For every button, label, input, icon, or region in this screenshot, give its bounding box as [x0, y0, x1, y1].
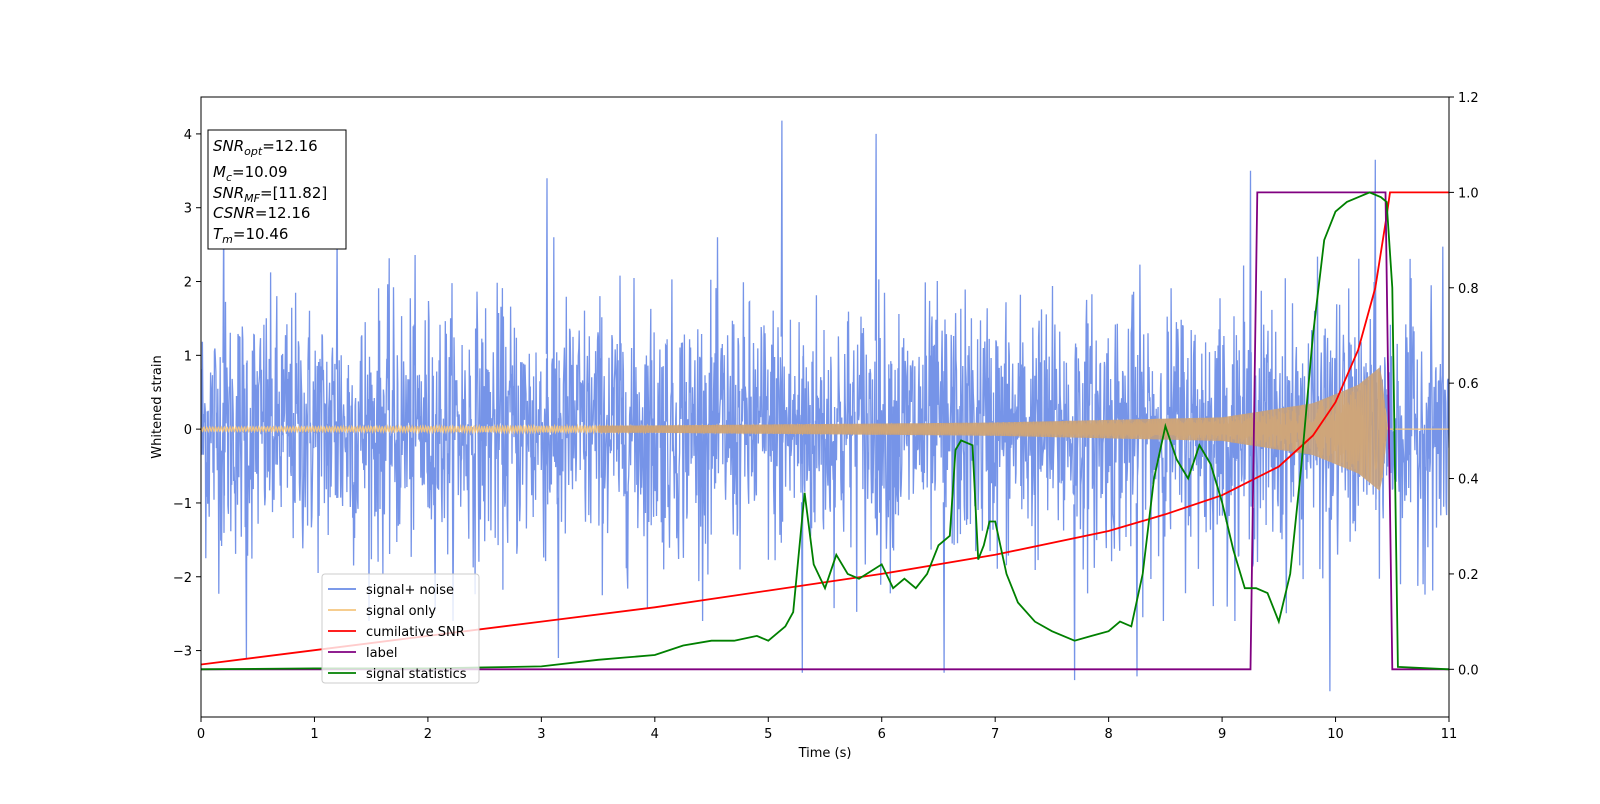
legend-label: label: [366, 646, 397, 661]
y2-tick-label: 0.8: [1458, 282, 1479, 297]
series-signal-only-envelope: [598, 367, 1388, 491]
x-tick-label: 4: [651, 727, 659, 742]
y-tick-label: −2: [173, 571, 192, 586]
x-tick-label: 0: [197, 727, 205, 742]
annotation-line: Tm=10.46: [213, 225, 288, 246]
legend-label: signal statistics: [366, 667, 467, 682]
legend-label: signal+ noise: [366, 583, 454, 598]
y2-tick-label: 0.4: [1458, 473, 1479, 488]
y-axis-label: Whitened strain: [150, 355, 165, 458]
x-tick-label: 9: [1218, 727, 1226, 742]
x-tick-label: 1: [310, 727, 318, 742]
x-tick-label: 10: [1327, 727, 1344, 742]
legend-entry: cumilative SNR: [328, 625, 465, 640]
y2-tick-label: 1.2: [1458, 91, 1479, 106]
y-tick-label: 4: [184, 128, 192, 143]
y-tick-label: 2: [184, 276, 192, 291]
annotation-box: SNRopt=12.16 Mc=10.09SNRMF=[11.82]CSNR=12…: [207, 129, 347, 250]
legend-entry: signal statistics: [328, 667, 467, 682]
x-axis-label: Time (s): [798, 746, 852, 761]
y-tick-label: 3: [184, 202, 192, 217]
y-tick-label: 0: [184, 423, 192, 438]
plot-frame: [200, 96, 1450, 718]
annotation-line: SNRMF=[11.82]: [213, 184, 327, 205]
annotation-line: CSNR=12.16: [213, 204, 310, 222]
x-tick-label: 6: [878, 727, 886, 742]
y-tick-label: 1: [184, 349, 192, 364]
legend-entry: signal only: [328, 604, 436, 619]
series-signal-statistics: [201, 191, 1449, 671]
legend-label: signal only: [366, 604, 436, 619]
y2-tick-label: 1.0: [1458, 186, 1479, 201]
series-label: [201, 191, 1449, 671]
annotation-line: Mc=10.09: [213, 163, 288, 184]
series-cumulative-snr: [201, 191, 1449, 666]
x-tick-label: 2: [424, 727, 432, 742]
x-tick-label: 11: [1441, 727, 1458, 742]
legend-entry: label: [328, 646, 397, 661]
y-tick-label: −1: [173, 497, 192, 512]
legend: signal+ noise signal only cumilative SNR la…: [321, 573, 480, 684]
annotation-line: SNRopt=12.16: [213, 137, 318, 158]
x-tick-label: 7: [991, 727, 999, 742]
x-tick-label: 5: [764, 727, 772, 742]
y2-tick-label: 0.0: [1458, 663, 1479, 678]
x-tick-label: 8: [1104, 727, 1112, 742]
y2-tick-label: 0.6: [1458, 377, 1479, 392]
legend-label: cumilative SNR: [366, 625, 465, 640]
legend-entry: signal+ noise: [328, 583, 454, 598]
y-tick-label: −3: [173, 645, 192, 660]
y2-tick-label: 0.2: [1458, 568, 1479, 583]
x-tick-label: 3: [537, 727, 545, 742]
